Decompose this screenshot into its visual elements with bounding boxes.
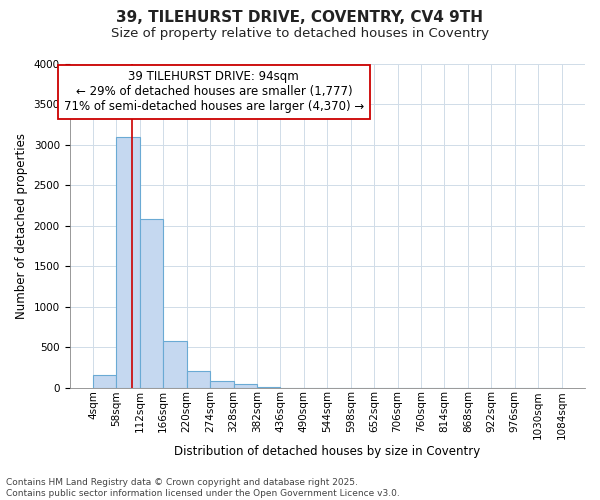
Bar [210, 381, 233, 388]
Y-axis label: Number of detached properties: Number of detached properties [15, 133, 28, 319]
Text: Contains HM Land Registry data © Crown copyright and database right 2025.
Contai: Contains HM Land Registry data © Crown c… [6, 478, 400, 498]
Bar [257, 386, 280, 388]
Bar [93, 376, 116, 388]
Text: 39, TILEHURST DRIVE, COVENTRY, CV4 9TH: 39, TILEHURST DRIVE, COVENTRY, CV4 9TH [116, 10, 484, 25]
Bar [163, 340, 187, 388]
Bar [140, 220, 163, 388]
X-axis label: Distribution of detached houses by size in Coventry: Distribution of detached houses by size … [174, 444, 481, 458]
Bar [233, 384, 257, 388]
Bar [187, 370, 210, 388]
Text: 39 TILEHURST DRIVE: 94sqm
← 29% of detached houses are smaller (1,777)
71% of se: 39 TILEHURST DRIVE: 94sqm ← 29% of detac… [64, 70, 364, 114]
Text: Size of property relative to detached houses in Coventry: Size of property relative to detached ho… [111, 28, 489, 40]
Bar [116, 137, 140, 388]
